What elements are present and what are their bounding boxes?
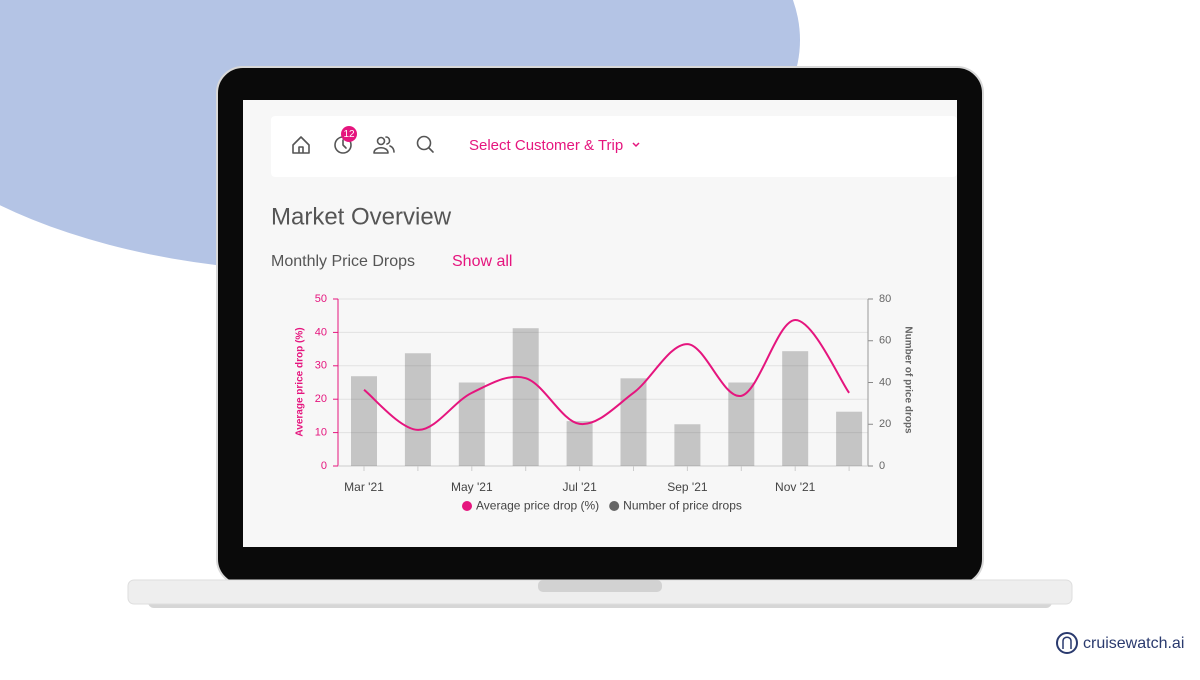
line <box>363 319 850 431</box>
y2-tick-label: 40 <box>879 376 891 388</box>
y-tick-label: 30 <box>315 360 327 372</box>
badge <box>341 126 357 142</box>
y2-tick-label: 0 <box>879 460 885 472</box>
bar <box>836 411 863 466</box>
x-tick-label: Jul '21 <box>562 480 597 494</box>
y-tick-label: 10 <box>315 427 327 439</box>
section-title: Monthly Price Drops <box>271 253 415 270</box>
y2-axis-title: Number of price drops <box>902 326 913 434</box>
customer-selector[interactable]: Select Customer & Trip <box>469 137 623 154</box>
bar <box>512 328 539 466</box>
show-all-link[interactable]: Show all <box>452 253 512 270</box>
y-axis-title: Average price drop (%) <box>295 327 306 436</box>
bar <box>782 351 809 466</box>
y2-tick-label: 60 <box>879 335 891 347</box>
bar <box>674 424 701 466</box>
badge-count: 12 <box>343 129 355 140</box>
laptop-notch <box>538 580 662 592</box>
brand-logo <box>1056 632 1078 654</box>
chevron[interactable] <box>632 142 640 148</box>
bar <box>458 382 485 466</box>
x-tick-label: Nov '21 <box>775 480 816 494</box>
x-tick-label: Mar '21 <box>344 480 384 494</box>
x-tick-label: Sep '21 <box>667 480 708 494</box>
bar <box>620 378 647 466</box>
y2-tick-label: 20 <box>879 418 891 430</box>
legend-label: Average price drop (%) <box>476 499 599 513</box>
legend-label: Number of price drops <box>623 499 742 513</box>
legend-marker <box>462 501 472 511</box>
legend-marker <box>609 501 620 511</box>
home-icon[interactable] <box>292 136 310 154</box>
bar <box>566 421 593 466</box>
users-icon[interactable] <box>373 136 395 154</box>
y-tick-label: 20 <box>315 393 327 405</box>
brand-name: cruisewatch.ai <box>1083 635 1184 652</box>
y-tick-label: 50 <box>315 293 327 305</box>
y-tick-label: 40 <box>315 326 327 338</box>
y-tick-label: 0 <box>321 460 327 472</box>
chart: 0 10 20 30 40 50 0 20 40 60 80 Average price drop (… <box>295 293 914 513</box>
y2-tick-label: 80 <box>879 293 891 305</box>
x-tick-label: May '21 <box>451 480 493 494</box>
search-icon[interactable] <box>416 135 434 153</box>
nav-bar <box>271 116 957 177</box>
page-heading: Market Overview <box>271 203 452 230</box>
bar <box>351 376 377 466</box>
bar <box>404 353 431 466</box>
